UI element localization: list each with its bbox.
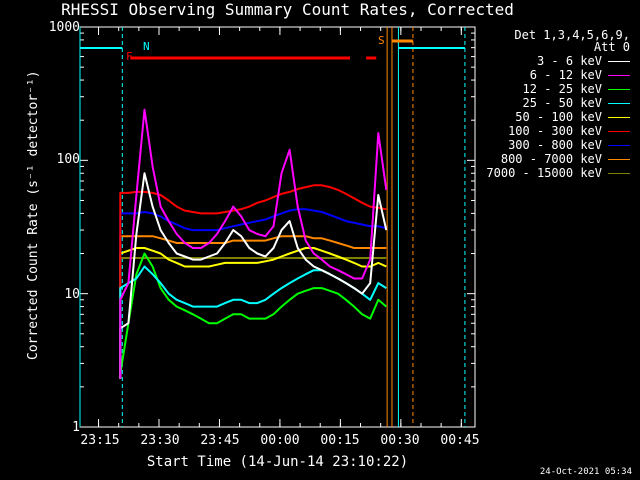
legend-entry: 12 - 25 keV — [523, 82, 630, 96]
x-tick-label: 00:30 — [380, 433, 420, 448]
legend-entry: 6 - 12 keV — [530, 68, 630, 82]
x-tick-label: 00:45 — [440, 433, 480, 448]
legend-label: 300 - 800 keV — [508, 138, 602, 152]
y-axis-label: Corrected Count Rate (s⁻¹ detector⁻¹) — [26, 70, 41, 360]
y-tick-label: 1000 — [48, 20, 80, 35]
legend-swatch — [608, 88, 630, 90]
series-line — [119, 247, 387, 379]
legend-swatch — [608, 116, 630, 118]
legend-swatch — [608, 130, 630, 132]
x-tick-label: 23:45 — [200, 433, 240, 448]
legend-entry: 800 - 7000 keV — [501, 152, 630, 166]
legend-entry: 3 - 6 keV — [537, 54, 630, 68]
series-line — [119, 252, 387, 379]
legend-entry: 300 - 800 keV — [508, 138, 630, 152]
legend-detectors: Det 1,3,4,5,6,9, — [514, 28, 630, 42]
series-line — [119, 108, 388, 379]
legend-swatch — [608, 102, 630, 104]
y-tick-label: 100 — [56, 152, 80, 167]
legend-label: 800 - 7000 keV — [500, 152, 602, 166]
series-line — [119, 208, 387, 379]
chart-title: RHESSI Observing Summary Count Rates, Co… — [61, 0, 514, 19]
footer-date: 24-Oct-2021 05:34 — [539, 467, 632, 477]
legend-entry: 25 - 50 keV — [523, 96, 630, 110]
flag-label-n: N — [143, 40, 150, 53]
legend-swatch — [608, 158, 630, 160]
flag-label-f: F — [126, 50, 133, 63]
legend-label: 6 - 12 keV — [529, 68, 602, 82]
x-tick-label: 23:30 — [140, 433, 180, 448]
legend-entry: 7000 - 15000 keV — [486, 166, 630, 180]
plot-frame — [79, 26, 476, 428]
flag-label-s: S — [378, 34, 385, 47]
legend-swatch — [608, 172, 630, 174]
legend-swatch — [608, 144, 630, 146]
x-axis-label: Start Time (14-Jun-14 23:10:22) — [146, 454, 409, 470]
legend-entry: 100 - 300 keV — [508, 124, 630, 138]
legend-attenuator: Att 0 — [593, 40, 630, 54]
x-tick-label: 23:15 — [80, 433, 120, 448]
legend-label: 50 - 100 keV — [515, 110, 602, 124]
series-line — [119, 172, 388, 379]
x-tick-label: 00:00 — [260, 433, 300, 448]
legend-swatch — [608, 60, 630, 62]
y-tick-label: 1 — [72, 420, 80, 435]
legend-swatch — [608, 74, 630, 76]
legend-label: 3 - 6 keV — [536, 54, 602, 68]
legend-label: 25 - 50 keV — [522, 96, 602, 110]
series-line — [119, 235, 387, 379]
y-tick-label: 10 — [64, 287, 80, 302]
legend-label: 12 - 25 keV — [522, 82, 602, 96]
legend-label: 7000 - 15000 keV — [486, 166, 602, 180]
x-tick-label: 00:15 — [320, 433, 360, 448]
legend-entry: 50 - 100 keV — [515, 110, 630, 124]
legend-label: 100 - 300 keV — [508, 124, 602, 138]
